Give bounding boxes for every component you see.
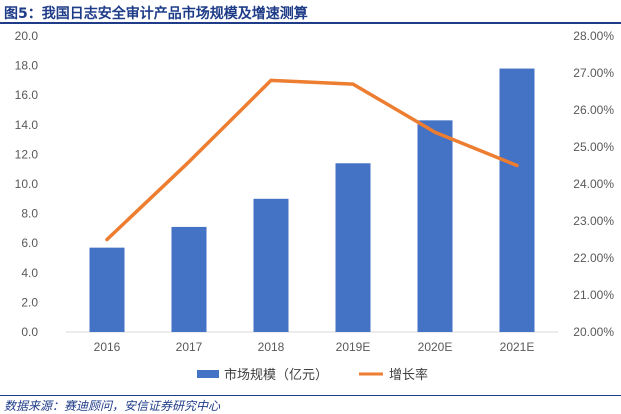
legend-bar-label: 市场规模（亿元）	[224, 367, 328, 383]
figure-title: 图5：我国日志安全审计产品市场规模及增速测算	[4, 6, 308, 22]
right-tick-label: 22.00%	[573, 251, 614, 265]
left-tick-label: 0.0	[21, 325, 38, 339]
left-tick-label: 10.0	[15, 177, 39, 191]
x-tick-label: 2019E	[336, 340, 371, 354]
left-tick-label: 6.0	[21, 236, 38, 250]
left-tick-label: 18.0	[15, 59, 39, 73]
growth-point	[433, 130, 437, 134]
left-tick-label: 8.0	[21, 207, 38, 221]
right-tick-label: 25.00%	[573, 140, 614, 154]
x-tick-label: 2021E	[500, 340, 535, 354]
right-tick-label: 27.00%	[573, 66, 614, 80]
bar	[417, 120, 453, 332]
growth-point	[351, 82, 355, 86]
x-tick-label: 2017	[176, 340, 203, 354]
left-tick-label: 2.0	[21, 295, 38, 309]
right-tick-label: 21.00%	[573, 288, 614, 302]
left-tick-label: 4.0	[21, 266, 38, 280]
growth-line	[105, 78, 519, 242]
bar	[171, 226, 207, 332]
legend-line-label: 增长率	[389, 367, 428, 383]
bar	[335, 163, 371, 332]
left-tick-label: 14.0	[15, 118, 39, 132]
left-axis: 0.0 2.0 4.0 6.0 8.0 10.0 12.0 14.0 16.0 18.0 20.0	[15, 29, 39, 339]
x-tick-label: 2020E	[418, 340, 453, 354]
x-tick-label: 2018	[258, 340, 285, 354]
legend-bar-swatch	[197, 370, 219, 378]
growth-point	[269, 78, 273, 82]
bottom-rule	[0, 395, 621, 396]
right-axis: 20.00% 21.00% 22.00% 23.00% 24.00% 25.00% 26.0…	[573, 29, 614, 339]
growth-point	[105, 238, 109, 241]
growth-point	[515, 164, 519, 167]
source-note: 数据来源：赛迪顾问，安信证券研究中心	[4, 399, 221, 413]
x-axis: 2016 2017 2018 2019E 2020E 2021E	[94, 340, 535, 354]
title-rule	[0, 22, 621, 24]
right-tick-label: 20.00%	[573, 325, 614, 339]
bar-series	[89, 68, 535, 332]
right-tick-label: 24.00%	[573, 177, 614, 191]
x-tick-label: 2016	[94, 340, 121, 354]
bar	[499, 68, 535, 332]
left-tick-label: 16.0	[15, 88, 39, 102]
legend: 市场规模（亿元） 增长率	[197, 367, 428, 383]
line-series	[105, 78, 519, 242]
left-tick-label: 12.0	[15, 147, 39, 161]
growth-point	[187, 160, 191, 164]
right-tick-label: 23.00%	[573, 214, 614, 228]
right-tick-label: 26.00%	[573, 103, 614, 117]
left-tick-label: 20.0	[15, 29, 39, 43]
right-tick-label: 28.00%	[573, 29, 614, 43]
bar	[89, 247, 125, 332]
bar	[253, 198, 289, 332]
